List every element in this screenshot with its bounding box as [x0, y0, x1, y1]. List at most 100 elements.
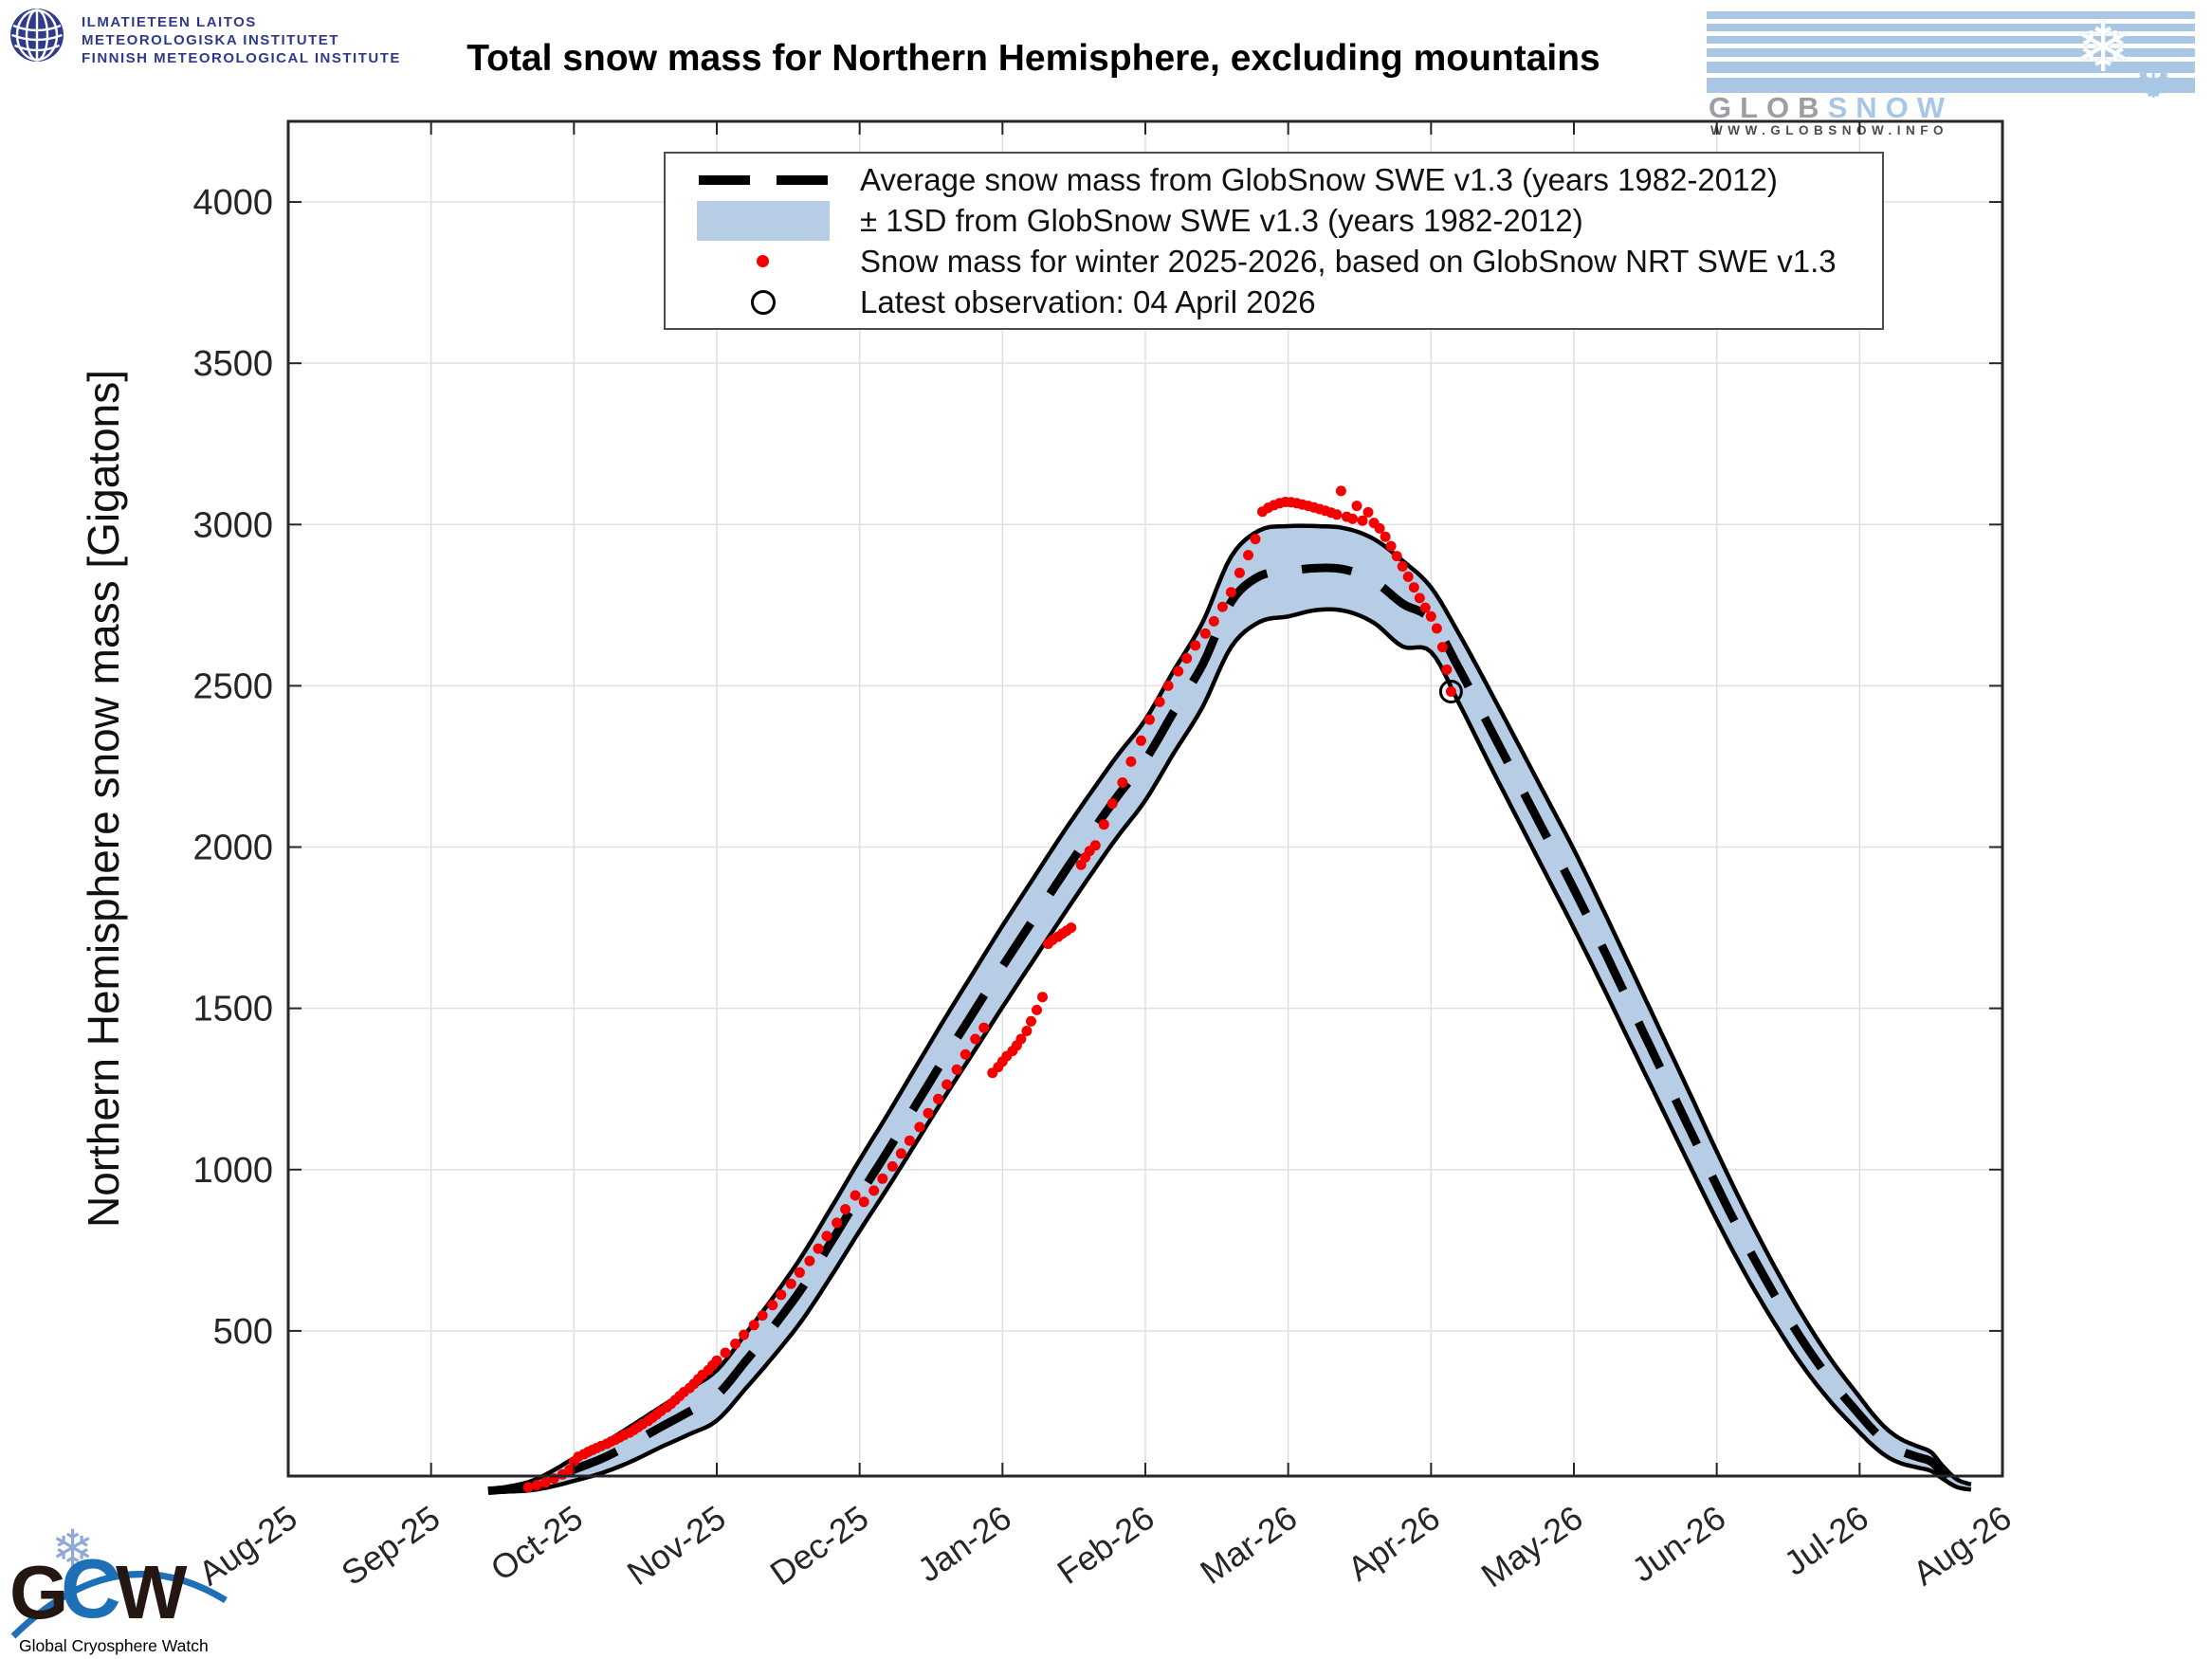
- observation-dot: [1335, 485, 1346, 497]
- observation-dot: [1021, 1026, 1033, 1036]
- globsnow-word-snow: SNOW: [1827, 91, 1953, 124]
- legend-label: ± 1SD from GlobSnow SWE v1.3 (years 1982…: [860, 202, 1583, 238]
- average-snow-mass-line: [487, 563, 1972, 1496]
- legend-item-average: Average snow mass from GlobSnow SWE v1.3…: [666, 160, 1882, 200]
- observation-dot: [923, 1107, 934, 1119]
- observation-dot: [1385, 540, 1397, 552]
- fmi-name-sv: METEOROLOGISKA INSTITUTET: [82, 32, 339, 48]
- red-dot-marker-icon: [666, 255, 860, 267]
- observation-dot: [813, 1243, 824, 1254]
- observation-dot: [1117, 777, 1128, 788]
- fmi-globe-icon: [10, 9, 64, 62]
- observation-dot: [522, 1482, 534, 1493]
- observation-dot: [1347, 513, 1358, 524]
- observation-dot: [776, 1289, 787, 1301]
- observation-dot: [821, 1231, 832, 1242]
- observation-dot: [877, 1173, 888, 1184]
- observation-dot: [887, 1160, 898, 1172]
- observation-dot: [1408, 582, 1419, 593]
- observation-dot: [539, 1477, 551, 1488]
- observation-dot: [1234, 567, 1245, 578]
- observation-dot: [970, 1033, 981, 1045]
- observation-dot: [767, 1300, 778, 1311]
- gcw-swoosh-icon: [10, 1571, 228, 1639]
- snowflake-icon: ❄: [2075, 10, 2132, 86]
- latest-observation-marker: [1438, 680, 1463, 703]
- x-tick-label: Dec-25: [763, 1498, 876, 1593]
- observation-dot: [1190, 640, 1201, 651]
- observation-dot: [1331, 509, 1343, 520]
- observation-dot: [1032, 1004, 1042, 1015]
- globsnow-logo: ❄ ❆ GLOBSNOW WWW.GLOBSNOW.INFO: [1707, 10, 2195, 137]
- fmi-name-lines: ILMATIETEEN LAITOS METEOROLOGISKA INSTIT…: [82, 13, 401, 67]
- observation-dot: [941, 1079, 953, 1090]
- x-tick-label: Jan-26: [910, 1498, 1018, 1590]
- y-tick-label: 1000: [192, 1151, 273, 1191]
- globsnow-wordmark: GLOBSNOW: [1709, 91, 1953, 125]
- observation-dot: [1425, 611, 1436, 622]
- observation-dot: [1144, 714, 1155, 725]
- x-tick-labels: Aug-25 Sep-25 Oct-25 Nov-25 Dec-25 Jan-26 Feb-…: [192, 1498, 2019, 1595]
- observation-dot: [1243, 550, 1253, 561]
- observation-dot: [904, 1135, 915, 1146]
- plot-legend: Average snow mass from GlobSnow SWE v1.3…: [664, 152, 1884, 330]
- observation-dot: [730, 1339, 741, 1349]
- gcw-logo: ❄ G C W Global Cryosphere Watch: [6, 1521, 233, 1657]
- observation-dot: [794, 1267, 805, 1278]
- observation-dot: [1380, 531, 1391, 542]
- legend-label: Latest observation: 04 April 2026: [860, 283, 1316, 319]
- gcw-letter-c: C: [61, 1541, 121, 1635]
- observation-dot: [757, 1310, 768, 1322]
- fmi-logo-block: ILMATIETEEN LAITOS METEOROLOGISKA INSTIT…: [9, 8, 401, 67]
- gcw-letter-w: W: [116, 1550, 188, 1634]
- observation-dot: [1066, 922, 1077, 934]
- observation-dot: [739, 1329, 750, 1340]
- legend-label: Average snow mass from GlobSnow SWE v1.3…: [860, 161, 1778, 197]
- x-tick-label: Nov-25: [620, 1498, 733, 1593]
- observation-dot: [1136, 735, 1146, 746]
- observation-dot: [850, 1190, 861, 1201]
- x-tick-label: May-26: [1474, 1498, 1590, 1595]
- x-tick-label: Jun-26: [1625, 1498, 1733, 1590]
- observation-dot: [711, 1355, 722, 1366]
- snowflake-icon: ❄: [51, 1521, 95, 1577]
- y-tick-labels: 500 1000 1500 2000 2500 3000 3500 4000: [192, 183, 273, 1352]
- observation-dot: [1445, 686, 1456, 697]
- gcw-letter-g: G: [9, 1550, 69, 1634]
- observation-dot: [914, 1121, 925, 1133]
- globsnow-stripes: [1707, 11, 2195, 93]
- observation-dot: [840, 1204, 851, 1215]
- x-tick-label: Apr-26: [1341, 1498, 1447, 1589]
- sd-band-upper-edge: [487, 523, 1972, 1492]
- observation-dot: [868, 1185, 880, 1196]
- observation-dot: [1015, 1033, 1027, 1045]
- observation-dot: [1357, 515, 1368, 526]
- y-tick-label: 500: [213, 1312, 273, 1352]
- open-circle-marker-icon: [666, 289, 860, 315]
- observation-dot: [832, 1217, 843, 1229]
- grid-lines: [288, 121, 2002, 1476]
- legend-label: Snow mass for winter 2025-2026, based on…: [860, 243, 1837, 279]
- observation-dot: [895, 1148, 906, 1159]
- observation-dot: [1026, 1015, 1036, 1027]
- observation-dot: [1351, 501, 1362, 512]
- globsnow-word-glob: GLOB: [1709, 91, 1828, 124]
- observation-dot: [1374, 522, 1385, 534]
- observation-dot: [1225, 587, 1236, 598]
- observation-dot: [1441, 664, 1453, 675]
- observation-dot: [933, 1093, 943, 1104]
- y-tick-label: 3000: [192, 505, 273, 545]
- y-tick-label: 3500: [192, 344, 273, 384]
- axis-ticks: [287, 121, 2003, 1476]
- x-tick-label: Sep-25: [335, 1498, 448, 1593]
- observation-dot: [1154, 696, 1165, 707]
- observation-dot: [804, 1255, 815, 1267]
- observation-dot: [1173, 665, 1184, 677]
- x-tick-label: Oct-25: [484, 1498, 590, 1589]
- legend-item-latest: Latest observation: 04 April 2026: [666, 283, 1882, 322]
- observation-dot: [1402, 571, 1414, 582]
- observation-dot: [1181, 653, 1193, 664]
- observation-dot: [1208, 615, 1219, 627]
- observation-dot: [1431, 623, 1442, 634]
